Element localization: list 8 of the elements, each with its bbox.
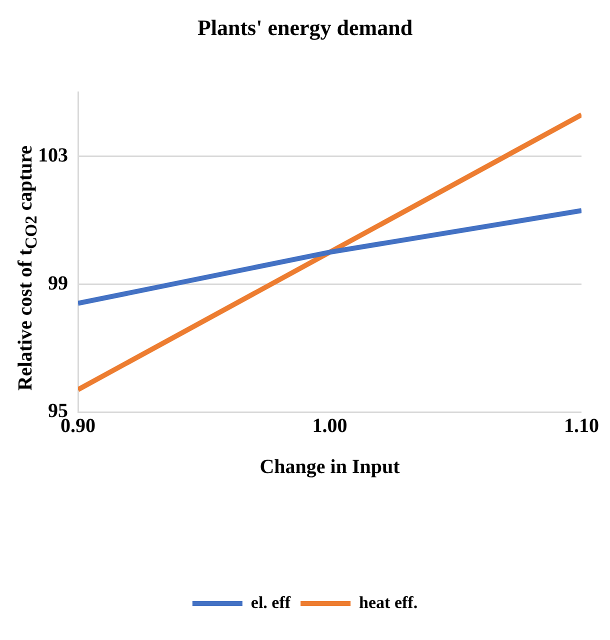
chart-title: Plants' energy demand: [197, 14, 413, 40]
x-tick-label: 1.10: [564, 415, 599, 438]
y-tick-label: 103: [38, 144, 68, 166]
y-tick-label: 99: [48, 272, 68, 294]
legend-label: heat eff.: [359, 592, 418, 612]
legend-label: el. eff: [250, 592, 291, 612]
x-axis-title: Change in Input: [260, 456, 400, 478]
x-tick-label: 1.00: [312, 415, 348, 438]
